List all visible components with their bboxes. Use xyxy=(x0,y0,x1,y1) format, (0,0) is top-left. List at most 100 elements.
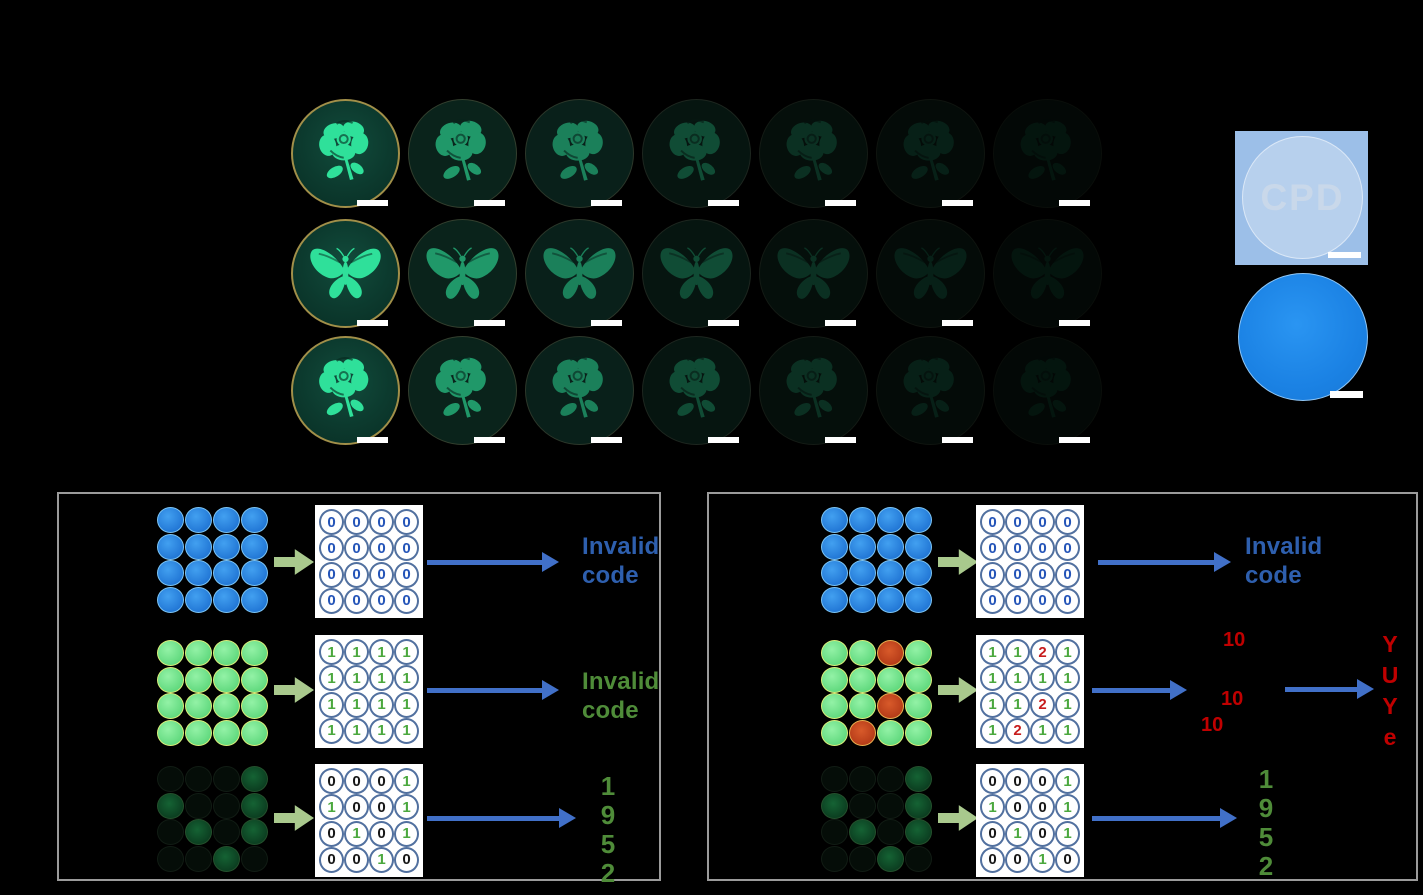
sample-disc xyxy=(993,99,1102,208)
green-disc xyxy=(213,640,240,666)
sample-disc xyxy=(876,99,985,208)
green-disc xyxy=(905,719,932,746)
blue-disc xyxy=(905,560,932,586)
blue-disc xyxy=(157,507,184,533)
scale-bar xyxy=(708,200,739,206)
green-disc xyxy=(821,719,848,746)
butterfly-glow-icon xyxy=(768,226,859,317)
code-bit: 0 xyxy=(369,561,394,588)
dark-disc xyxy=(213,766,240,792)
glow-disc xyxy=(821,792,848,819)
code-bit: 0 xyxy=(1005,509,1030,536)
rose-glow-icon xyxy=(768,106,859,197)
dark-disc xyxy=(157,845,184,872)
code-bit: 1 xyxy=(344,717,369,744)
scale-bar xyxy=(942,437,973,443)
green-disc xyxy=(905,666,932,693)
green-disc xyxy=(849,666,876,693)
code-bit: 1 xyxy=(1005,639,1030,666)
error-bits: 10 xyxy=(1223,629,1246,651)
code-bit: 0 xyxy=(369,509,394,536)
blue-disc xyxy=(821,507,848,533)
code-bit: 1 xyxy=(369,665,394,692)
code-bit: 0 xyxy=(980,820,1005,847)
sample-disc xyxy=(408,99,517,208)
code-bit: 1 xyxy=(319,717,344,744)
convert-arrow-icon xyxy=(938,677,978,703)
rose-glow-icon xyxy=(651,343,742,434)
blue-film-photo xyxy=(1238,273,1368,401)
green-disc xyxy=(905,640,932,666)
red-disc xyxy=(877,640,904,666)
code-bit: 0 xyxy=(394,587,419,614)
flow-arrow-icon xyxy=(427,680,559,700)
decoded-char: U xyxy=(1381,662,1399,688)
green-disc xyxy=(821,693,848,719)
decoded-char: Y xyxy=(1382,631,1398,657)
green-disc xyxy=(241,693,268,719)
sample-disc xyxy=(525,99,634,208)
glow-disc xyxy=(905,766,932,792)
green-disc xyxy=(877,719,904,746)
sample-disc xyxy=(642,99,751,208)
dark-disc xyxy=(877,766,904,792)
sample-disc-grid xyxy=(157,507,269,613)
code-bit: 0 xyxy=(980,587,1005,614)
code-bit: 1 xyxy=(394,794,419,821)
dark-disc xyxy=(821,819,848,845)
blue-disc xyxy=(185,586,212,613)
code-bit: 0 xyxy=(1055,509,1080,536)
result-line: Invalid xyxy=(1245,533,1323,560)
afterglow-sample xyxy=(522,97,639,215)
code-bit: 0 xyxy=(1055,587,1080,614)
code-bit: 2 xyxy=(1005,717,1030,744)
scale-bar xyxy=(708,437,739,443)
blue-disc xyxy=(213,533,240,560)
green-disc xyxy=(241,719,268,746)
scale-bar xyxy=(825,320,856,326)
convert-arrow-icon xyxy=(938,549,978,575)
afterglow-sample xyxy=(288,97,405,215)
green-disc xyxy=(849,640,876,666)
dark-disc xyxy=(185,792,212,819)
code-bit: 1 xyxy=(369,691,394,718)
glow-disc xyxy=(185,819,212,845)
afterglow-sample xyxy=(873,334,990,452)
scale-bar xyxy=(474,200,505,206)
blue-disc xyxy=(213,507,240,533)
code-bit: 1 xyxy=(369,639,394,666)
code-bit: 0 xyxy=(1030,509,1055,536)
sample-disc xyxy=(759,219,868,328)
code-bit: 0 xyxy=(369,535,394,562)
cpd-film-disc: CPD xyxy=(1242,136,1363,259)
afterglow-sample xyxy=(405,217,522,335)
code-bit: 1 xyxy=(319,691,344,718)
convert-arrow-icon xyxy=(274,805,314,831)
green-disc xyxy=(241,640,268,666)
blue-disc xyxy=(877,533,904,560)
code-bit: 0 xyxy=(1030,587,1055,614)
decoding-panel-left: 0 0 0 0 0 0 0 0 0 0 0 0 0 0 0 0 Invalid code 1 1 1 1 1 1 1 1 1 1 1 1 1… xyxy=(57,492,661,888)
blue-disc xyxy=(849,560,876,586)
code-bit: 1 xyxy=(1055,820,1080,847)
afterglow-sample xyxy=(756,217,873,335)
dark-disc xyxy=(821,766,848,792)
scale-bar xyxy=(357,437,388,443)
green-disc xyxy=(849,693,876,719)
code-bit: 1 xyxy=(1055,794,1080,821)
afterglow-sample xyxy=(990,334,1107,452)
flow-arrow-icon xyxy=(1098,552,1231,572)
sample-disc xyxy=(525,219,634,328)
code-bit: 0 xyxy=(1030,535,1055,562)
scale-bar xyxy=(1059,320,1090,326)
code-bit: 0 xyxy=(369,768,394,795)
sample-disc xyxy=(291,219,400,328)
sample-disc xyxy=(408,219,517,328)
code-bit: 1 xyxy=(980,691,1005,718)
butterfly-glow-icon xyxy=(651,226,742,317)
code-bit: 1 xyxy=(344,691,369,718)
cpd-sticker-photo: CPD xyxy=(1235,131,1368,265)
